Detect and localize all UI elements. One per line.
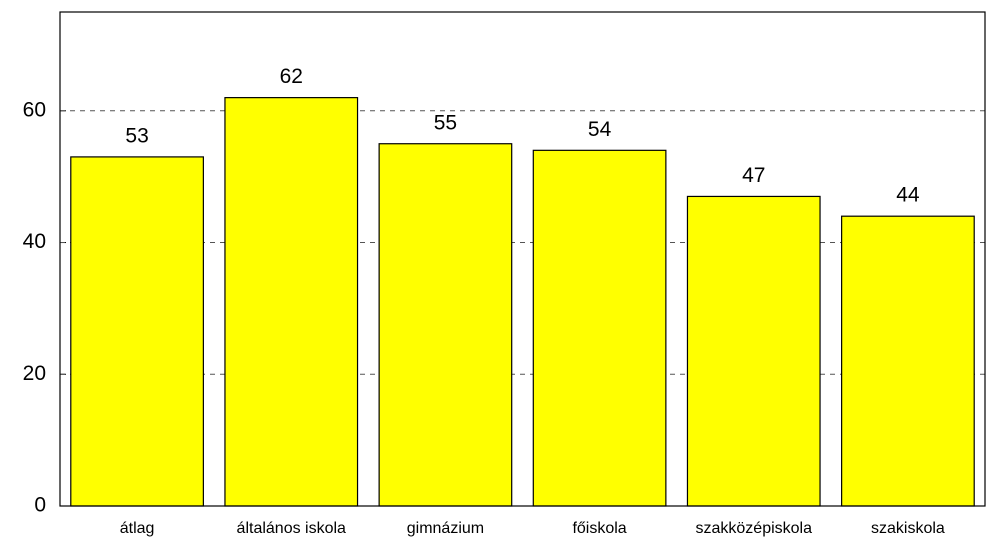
- x-tick-label: átlag: [120, 520, 155, 537]
- value-label: 62: [280, 65, 303, 88]
- x-tick-label: általános iskola: [237, 520, 347, 537]
- value-label: 54: [588, 118, 612, 141]
- bar: [532, 149, 667, 507]
- bar: [841, 215, 975, 507]
- value-label: 55: [434, 111, 457, 134]
- bar: [686, 195, 821, 507]
- plot-frame: [59, 11, 986, 507]
- y-tick-label: 0: [34, 494, 46, 517]
- x-tick-label: gimnázium: [407, 520, 484, 537]
- y-tick-label: 60: [23, 98, 46, 121]
- x-tick-label: főiskola: [572, 520, 626, 537]
- x-tick-label: szakiskola: [871, 520, 945, 537]
- x-tick-label: szakközépiskola: [696, 520, 813, 537]
- y-tick-label: 40: [23, 230, 46, 253]
- value-label: 53: [125, 124, 148, 147]
- y-tick-label: 20: [23, 362, 46, 385]
- value-label: 44: [896, 184, 920, 207]
- bar: [378, 143, 513, 507]
- bar: [70, 156, 204, 507]
- bar: [224, 97, 359, 507]
- value-label: 47: [742, 164, 765, 187]
